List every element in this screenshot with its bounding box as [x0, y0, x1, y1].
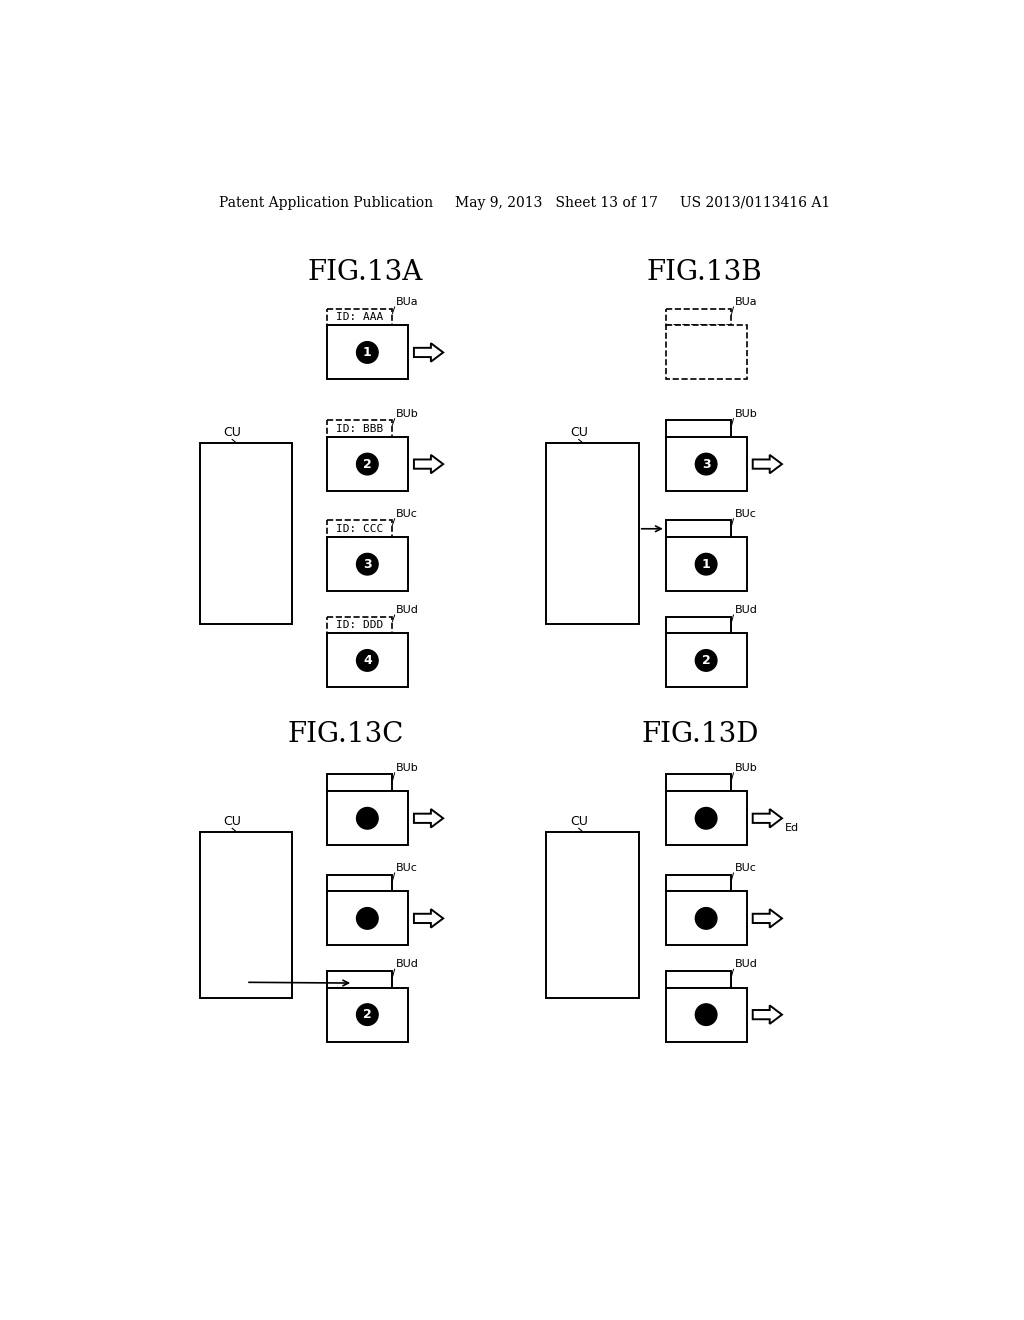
Text: BUb: BUb [396, 763, 419, 774]
Circle shape [356, 908, 378, 929]
Text: BUa: BUa [735, 297, 758, 308]
Bar [666, 775, 731, 791]
Bar [666, 874, 731, 891]
Text: BUb: BUb [735, 763, 758, 774]
Bar [327, 309, 392, 326]
Bar [327, 987, 408, 1041]
Text: 2: 2 [362, 458, 372, 471]
Bar [666, 970, 731, 987]
Text: 4: 4 [362, 653, 372, 667]
Text: 3: 3 [364, 557, 372, 570]
Bar [327, 437, 408, 491]
Circle shape [695, 808, 717, 829]
Bar [547, 444, 639, 624]
Bar [666, 326, 746, 379]
Text: BUc: BUc [735, 508, 757, 519]
Circle shape [356, 342, 378, 363]
Polygon shape [753, 455, 782, 474]
Bar [327, 874, 392, 891]
Bar [666, 891, 746, 945]
Bar [327, 634, 408, 688]
Bar [666, 537, 746, 591]
Text: BUc: BUc [396, 863, 418, 873]
Circle shape [695, 1003, 717, 1026]
Text: BUb: BUb [735, 409, 758, 418]
Text: 3: 3 [701, 458, 711, 471]
Text: FIG.13B: FIG.13B [646, 259, 762, 285]
Text: BUd: BUd [735, 605, 758, 615]
Text: FIG.13D: FIG.13D [642, 721, 759, 747]
Bar [666, 309, 731, 326]
Bar [666, 987, 746, 1041]
Bar [666, 420, 731, 437]
Text: CU: CU [569, 816, 588, 829]
Circle shape [695, 908, 717, 929]
Text: 1: 1 [362, 346, 372, 359]
Text: BUd: BUd [396, 605, 419, 615]
Text: BUc: BUc [735, 863, 757, 873]
Circle shape [695, 553, 717, 576]
Text: CU: CU [569, 426, 588, 440]
Text: BUd: BUd [735, 960, 758, 969]
Text: CU: CU [223, 426, 241, 440]
Circle shape [356, 553, 378, 576]
Text: BUa: BUa [396, 297, 419, 308]
Bar [200, 444, 292, 624]
Bar [327, 616, 392, 634]
Bar [327, 537, 408, 591]
Bar [327, 326, 408, 379]
Polygon shape [414, 343, 443, 362]
Text: ID: AAA: ID: AAA [336, 312, 383, 322]
Bar [547, 832, 639, 998]
Text: Ed: Ed [785, 822, 799, 833]
Text: ID: CCC: ID: CCC [336, 524, 383, 533]
Circle shape [356, 453, 378, 475]
Bar [666, 616, 731, 634]
Text: ID: BBB: ID: BBB [336, 424, 383, 434]
Polygon shape [753, 809, 782, 828]
Bar [666, 437, 746, 491]
Bar [666, 520, 731, 537]
Bar [327, 792, 408, 845]
Text: BUd: BUd [396, 960, 419, 969]
Circle shape [356, 649, 378, 671]
Text: Patent Application Publication     May 9, 2013   Sheet 13 of 17     US 2013/0113: Patent Application Publication May 9, 20… [219, 197, 830, 210]
Polygon shape [753, 909, 782, 928]
Bar [327, 970, 392, 987]
Polygon shape [414, 455, 443, 474]
Text: FIG.13C: FIG.13C [288, 721, 404, 747]
Polygon shape [414, 809, 443, 828]
Bar [327, 420, 392, 437]
Circle shape [695, 453, 717, 475]
Text: 1: 1 [701, 557, 711, 570]
Circle shape [695, 649, 717, 671]
Bar [327, 891, 408, 945]
Text: CU: CU [223, 816, 241, 829]
Polygon shape [414, 909, 443, 928]
Circle shape [356, 1003, 378, 1026]
Circle shape [356, 808, 378, 829]
Bar [666, 634, 746, 688]
Bar [666, 792, 746, 845]
Text: FIG.13A: FIG.13A [308, 259, 423, 285]
Bar [200, 832, 292, 998]
Text: ID: DDD: ID: DDD [336, 620, 383, 630]
Bar [327, 520, 392, 537]
Text: BUb: BUb [396, 409, 419, 418]
Text: 2: 2 [701, 653, 711, 667]
Bar [327, 775, 392, 791]
Polygon shape [753, 1006, 782, 1024]
Text: 2: 2 [362, 1008, 372, 1022]
Text: BUc: BUc [396, 508, 418, 519]
